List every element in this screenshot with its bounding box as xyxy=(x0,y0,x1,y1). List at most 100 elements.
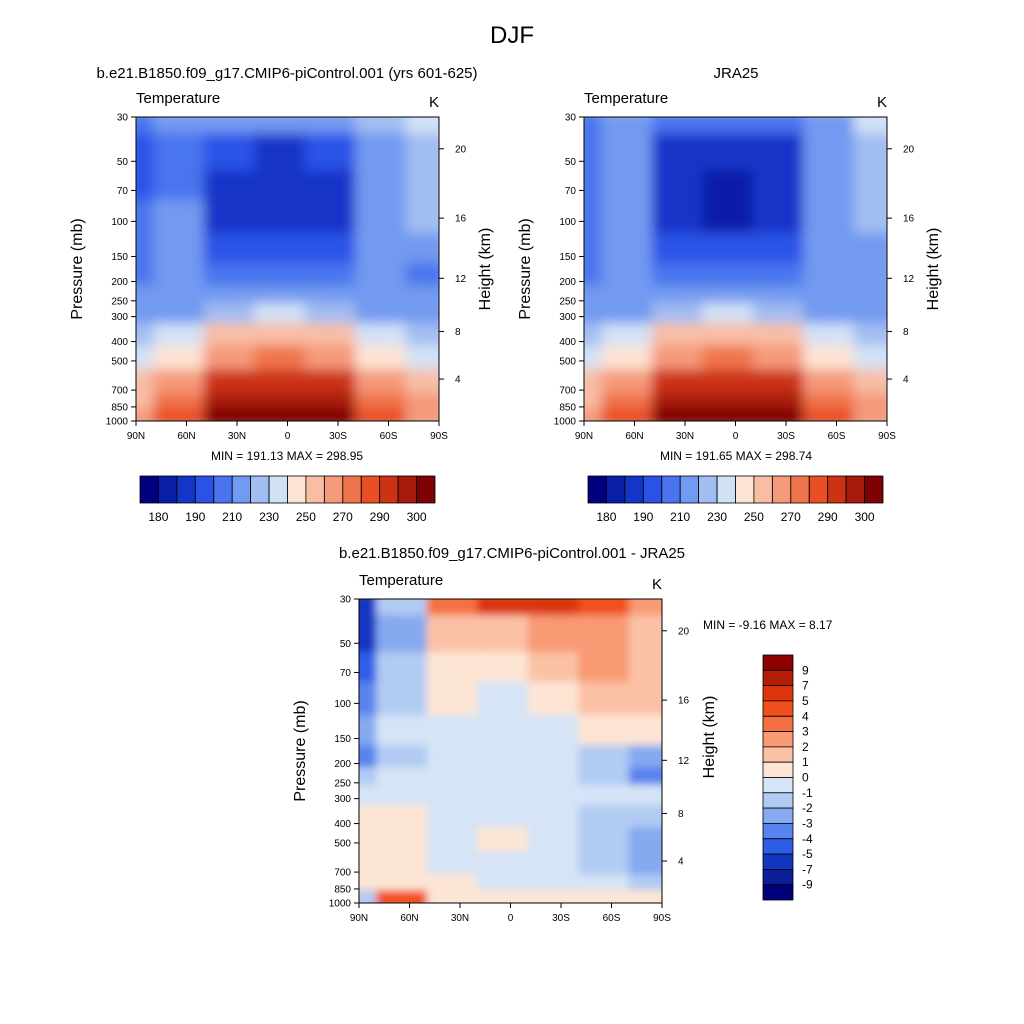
pressure-tick-label: 400 xyxy=(559,337,576,348)
panel-diff-field xyxy=(359,599,662,903)
pressure-tick-label: 400 xyxy=(334,819,351,830)
colorbar-label: 0 xyxy=(802,771,809,785)
latitude-tick-label: 90N xyxy=(350,913,368,924)
height-tick-label: 8 xyxy=(903,327,909,338)
colorbar-swatch xyxy=(762,869,794,886)
pressure-tick-label: 50 xyxy=(340,639,352,650)
figure-suptitle: DJF xyxy=(490,22,534,49)
height-tick-label: 8 xyxy=(678,809,684,820)
latitude-tick-label: 0 xyxy=(285,431,291,442)
colorbar-label: 190 xyxy=(185,510,205,524)
pressure-tick-label: 850 xyxy=(334,884,351,895)
field-cells xyxy=(584,117,887,421)
colorbar-label: 270 xyxy=(333,510,353,524)
pressure-tick-label: 100 xyxy=(111,217,128,228)
pressure-tick-label: 150 xyxy=(559,252,576,263)
colorbar-label: 250 xyxy=(744,510,764,524)
field-cells xyxy=(359,599,662,903)
colorbar-swatch xyxy=(762,853,794,870)
colorbar-swatch xyxy=(379,475,399,504)
pressure-tick-label: 200 xyxy=(111,277,128,288)
pressure-tick-label: 150 xyxy=(111,252,128,263)
panel-model-field xyxy=(136,117,439,421)
colorbar-swatch xyxy=(762,746,794,763)
panel-obs-variable: Temperature xyxy=(584,90,668,107)
panel-model-axes: 30 50 70 100 150 200 250 300 400 500 700 850 1000 20 1… xyxy=(106,113,467,443)
pressure-tick-label: 700 xyxy=(111,386,128,397)
colorbar-swatch xyxy=(762,823,794,840)
colorbar-label: 5 xyxy=(802,694,809,708)
colorbar-swatch xyxy=(139,475,159,504)
panel-obs-title: JRA25 xyxy=(713,65,758,82)
latitude-tick-label: 60S xyxy=(380,431,398,442)
panel-model-units: K xyxy=(429,94,439,111)
colorbar-label: 180 xyxy=(596,510,616,524)
colorbar-swatch xyxy=(762,731,794,748)
colorbar-label: 290 xyxy=(818,510,838,524)
pressure-tick-label: 250 xyxy=(559,296,576,307)
colorbar-label: -5 xyxy=(802,847,813,861)
colorbar-swatch xyxy=(762,654,794,671)
field-cell xyxy=(376,890,443,903)
colorbar-swatch xyxy=(323,475,344,504)
latitude-tick-label: 30N xyxy=(228,431,246,442)
colorbar-label: -2 xyxy=(802,801,813,815)
colorbar-swatch xyxy=(845,475,865,504)
colorbar-swatch xyxy=(416,475,436,504)
panel-model: b.e21.B1850.f09_g17.CMIP6-piControl.001 … xyxy=(69,65,494,524)
colorbar-swatch xyxy=(772,475,792,504)
colorbar-swatch xyxy=(762,700,794,717)
latitude-tick-label: 0 xyxy=(508,913,514,924)
field-cell xyxy=(477,890,544,903)
latitude-tick-label: 90S xyxy=(653,913,671,924)
colorbar-swatch xyxy=(194,475,215,504)
colorbar-label: 2 xyxy=(802,740,809,754)
field-cell xyxy=(853,408,887,421)
latitude-tick-label: 30S xyxy=(329,431,347,442)
latitude-tick-label: 30S xyxy=(777,431,795,442)
panel-diff-variable: Temperature xyxy=(359,572,443,589)
colorbar-swatch xyxy=(360,475,381,504)
colorbar-swatch xyxy=(762,884,794,901)
colorbar-label: 210 xyxy=(670,510,690,524)
latitude-tick-label: 60N xyxy=(177,431,195,442)
colorbar-swatch xyxy=(735,475,755,504)
latitude-tick-label: 90S xyxy=(878,431,896,442)
colorbar-swatch xyxy=(606,475,626,504)
pressure-tick-label: 1000 xyxy=(554,417,577,428)
colorbar-swatch xyxy=(753,475,773,504)
field-cell xyxy=(803,408,870,421)
pressure-tick-label: 50 xyxy=(117,157,129,168)
panel-diff-axes: 30 50 70 100 150 200 250 300 400 500 700 850 1000 20 1… xyxy=(329,595,690,925)
colorbar-swatch xyxy=(305,475,325,504)
pressure-tick-label: 700 xyxy=(559,386,576,397)
panel-model-variable: Temperature xyxy=(136,90,220,107)
pressure-tick-label: 300 xyxy=(334,794,351,805)
colorbar-swatch xyxy=(762,792,794,809)
colorbar-swatch xyxy=(157,475,178,504)
colorbar-label: 230 xyxy=(707,510,727,524)
panel-model-colorbar: 180 190 210 230 250 270 290 300 xyxy=(139,475,436,524)
colorbar-swatch xyxy=(762,777,794,794)
colorbar-swatch xyxy=(762,669,794,686)
panel-diff-units: K xyxy=(652,576,662,593)
latitude-tick-label: 60N xyxy=(400,913,418,924)
latitude-tick-label: 60S xyxy=(603,913,621,924)
height-tick-label: 4 xyxy=(678,857,684,868)
colorbar-swatch xyxy=(790,475,810,504)
panel-obs-stats: MIN = 191.65 MAX = 298.74 xyxy=(660,449,812,463)
field-cell xyxy=(628,890,662,903)
panel-obs-axes: 30 50 70 100 150 200 250 300 400 500 700 850 1000 20 1… xyxy=(554,113,915,443)
pressure-tick-label: 70 xyxy=(340,668,352,679)
latitude-tick-label: 90N xyxy=(575,431,593,442)
height-tick-label: 20 xyxy=(678,626,690,637)
height-tick-label: 20 xyxy=(903,144,915,155)
pressure-tick-label: 1000 xyxy=(329,899,352,910)
height-tick-label: 16 xyxy=(678,696,690,707)
pressure-tick-label: 700 xyxy=(334,868,351,879)
pressure-tick-label: 70 xyxy=(565,186,577,197)
colorbar-label: 300 xyxy=(407,510,427,524)
pressure-tick-label: 1000 xyxy=(106,417,129,428)
colorbar-label: 190 xyxy=(633,510,653,524)
height-tick-label: 8 xyxy=(455,327,461,338)
